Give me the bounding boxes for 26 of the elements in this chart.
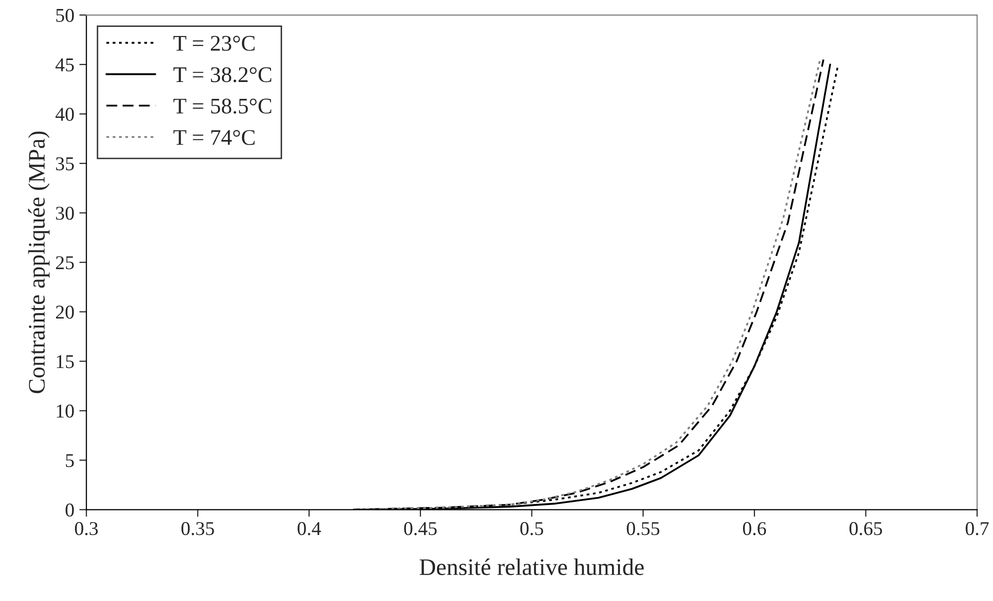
y-tick-label: 20 xyxy=(56,306,74,319)
x-tick-label: 0.7 xyxy=(966,522,989,536)
x-tick-label: 0.65 xyxy=(850,522,882,536)
x-tick-label: 0.3 xyxy=(74,522,98,536)
y-tick-label: 45 xyxy=(56,58,74,72)
x-axis-title: Densité relative humide xyxy=(420,558,644,576)
x-tick-label: 0.45 xyxy=(404,522,437,536)
x-tick-label: 0.6 xyxy=(743,522,766,536)
x-tick-label: 0.55 xyxy=(626,522,660,536)
y-tick-label: 30 xyxy=(56,206,74,220)
y-tick-label: 10 xyxy=(56,404,74,418)
x-tick-label: 0.4 xyxy=(298,522,321,536)
legend-label: T = 38.2°C xyxy=(173,67,272,82)
y-tick-label: 40 xyxy=(56,108,74,121)
y-tick-label: 35 xyxy=(56,157,74,170)
y-tick-label: 15 xyxy=(56,355,74,368)
x-tick-label: 0.5 xyxy=(520,522,544,536)
y-tick-label: 5 xyxy=(66,454,74,468)
x-tick-label: 0.35 xyxy=(181,522,214,536)
legend-label: T = 23°C xyxy=(173,36,255,51)
y-axis-title: Contrainte appliquée (MPa) xyxy=(28,132,50,394)
y-tick-label: 25 xyxy=(56,256,74,270)
y-tick-label: 0 xyxy=(66,503,74,517)
y-tick-label: 50 xyxy=(56,8,74,22)
legend-label: T = 58.5°C xyxy=(173,98,272,114)
legend-label: T = 74°C xyxy=(173,130,255,145)
